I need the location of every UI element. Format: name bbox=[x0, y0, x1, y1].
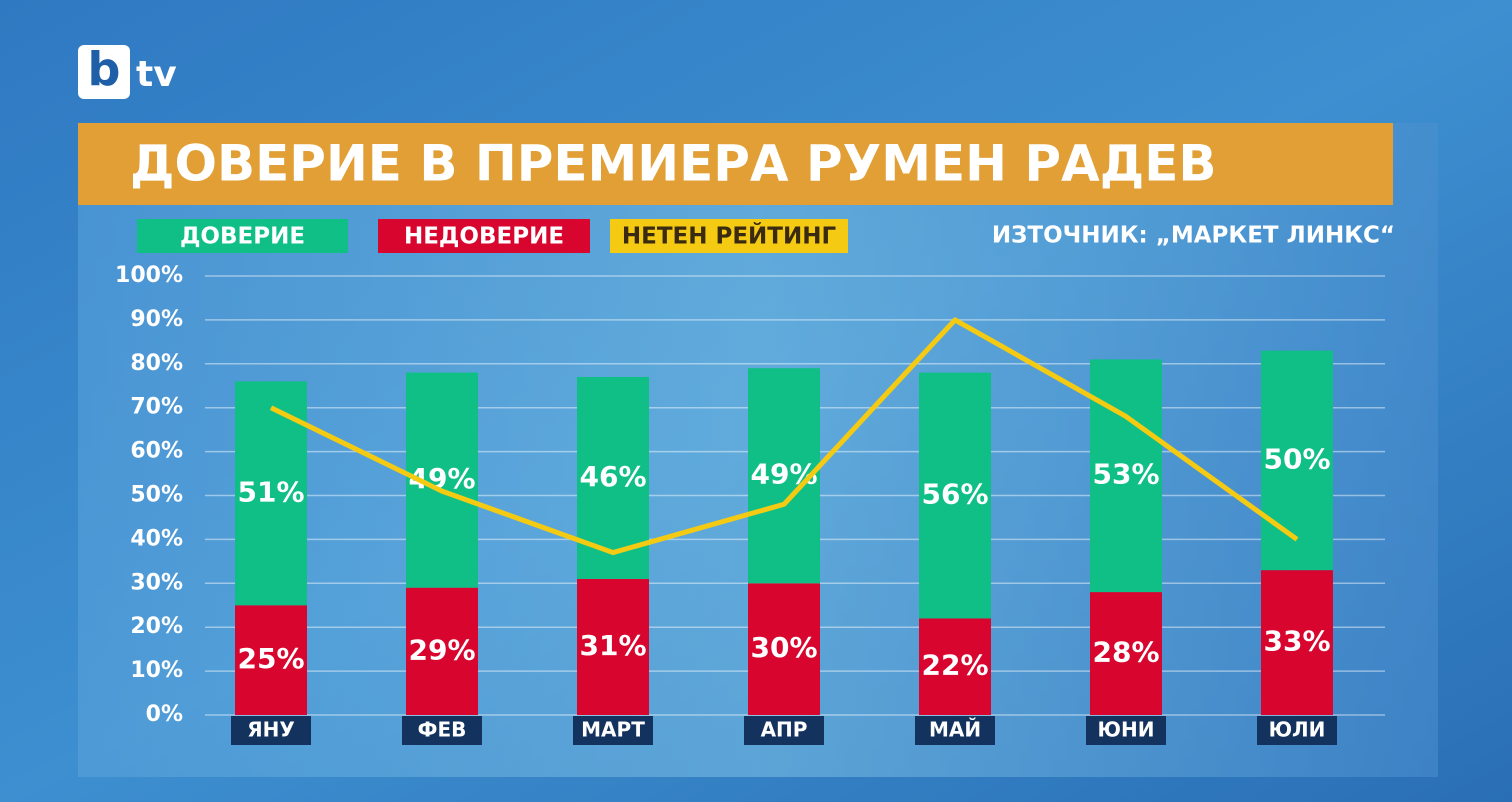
logo-text: tv bbox=[136, 54, 177, 95]
y-tick-label: 30% bbox=[130, 570, 183, 595]
bar-segment bbox=[1090, 359, 1162, 593]
bar-segment bbox=[1261, 570, 1333, 715]
y-tick-label: 100% bbox=[115, 263, 183, 288]
x-tick-label: АПР bbox=[761, 718, 808, 742]
y-tick-label: 70% bbox=[130, 395, 183, 420]
y-tick-label: 20% bbox=[130, 614, 183, 639]
category-box bbox=[1257, 716, 1337, 745]
bar-segment bbox=[1261, 350, 1333, 571]
value-label: 22% bbox=[921, 649, 988, 682]
category-box bbox=[402, 716, 482, 745]
legend-swatch bbox=[378, 219, 590, 253]
bar-segment bbox=[1090, 592, 1162, 715]
legend-label: ДОВЕРИЕ bbox=[180, 224, 305, 250]
x-tick-label: ФЕВ bbox=[418, 718, 467, 742]
value-label: 31% bbox=[579, 629, 646, 662]
category-box bbox=[231, 716, 311, 745]
logo-mark: b bbox=[88, 43, 121, 97]
value-label: 33% bbox=[1263, 625, 1330, 658]
value-label: 30% bbox=[750, 631, 817, 664]
value-label: 29% bbox=[408, 633, 475, 666]
legend-swatch bbox=[137, 219, 348, 253]
net-rating-line bbox=[269, 317, 1299, 556]
value-label: 46% bbox=[579, 460, 646, 493]
x-tick-label: ЮНИ bbox=[1098, 718, 1155, 742]
source: ИЗТОЧНИК: „МАРКЕТ ЛИНКС“ bbox=[992, 223, 1395, 249]
y-tick-label: 10% bbox=[130, 658, 183, 683]
bar-segment bbox=[235, 605, 307, 715]
legend-label: НЕТЕН РЕЙТИНГ bbox=[622, 222, 837, 250]
chart-title: ДОВЕРИЕ В ПРЕМИЕРА РУМЕН РАДЕВ bbox=[130, 135, 1217, 193]
value-label: 49% bbox=[750, 458, 817, 491]
value-label: 28% bbox=[1092, 636, 1159, 669]
value-label: 51% bbox=[237, 475, 304, 508]
bar-segment bbox=[748, 583, 820, 715]
y-tick-label: 60% bbox=[130, 439, 183, 464]
value-label: 50% bbox=[1263, 442, 1330, 475]
category-box bbox=[573, 716, 653, 745]
x-tick-label: МАЙ bbox=[929, 718, 981, 742]
legend-label: НЕДОВЕРИЕ bbox=[404, 224, 564, 250]
bar-segment bbox=[406, 587, 478, 715]
category-box bbox=[1086, 716, 1166, 745]
x-tick-label: ЮЛИ bbox=[1269, 718, 1326, 742]
category-box bbox=[744, 716, 824, 745]
logo-box bbox=[78, 45, 130, 99]
category-box bbox=[915, 716, 995, 745]
title-bar bbox=[78, 123, 1393, 205]
bar-segment bbox=[919, 618, 991, 715]
x-tick-label: МАРТ bbox=[581, 718, 645, 742]
y-tick-label: 40% bbox=[130, 526, 183, 551]
y-tick-label: 90% bbox=[130, 307, 183, 332]
value-label: 56% bbox=[921, 478, 988, 511]
bar-segment bbox=[919, 372, 991, 619]
value-label: 53% bbox=[1092, 458, 1159, 491]
value-label: 25% bbox=[237, 642, 304, 675]
y-tick-label: 50% bbox=[130, 483, 183, 508]
legend-swatch bbox=[610, 219, 848, 253]
x-tick-label: ЯНУ bbox=[247, 718, 295, 742]
bar-segment bbox=[577, 578, 649, 715]
y-tick-label: 0% bbox=[146, 702, 183, 727]
y-tick-label: 80% bbox=[130, 351, 183, 376]
